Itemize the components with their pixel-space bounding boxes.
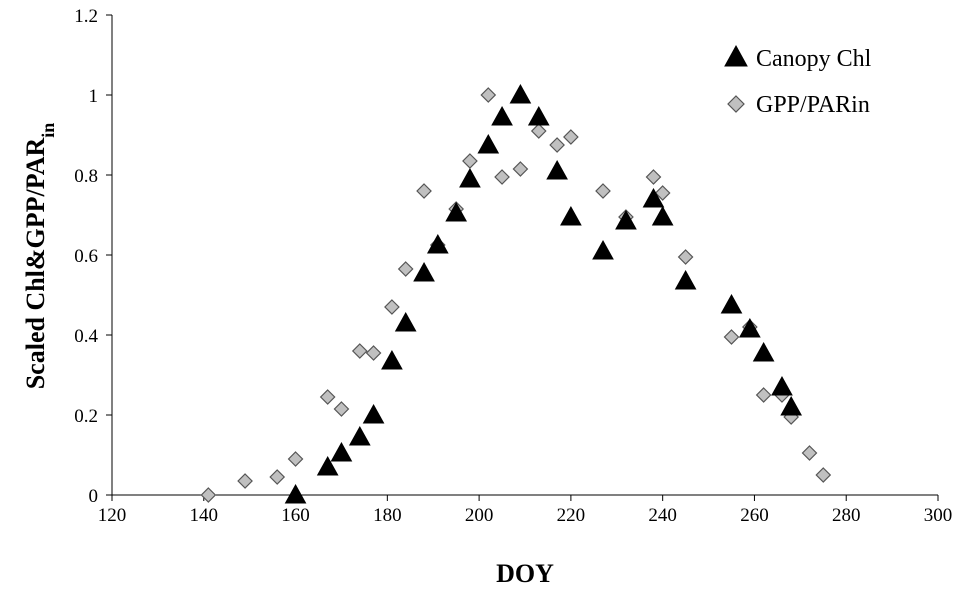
canopy-chl-point [546,159,568,180]
canopy-chl-point [642,187,665,208]
canopy-chl-point [445,201,468,222]
y-tick-label: 1 [89,86,99,107]
canopy-chl-point [381,349,403,370]
gpp-parin-point [801,445,818,461]
gpp-parin-point [815,467,832,483]
x-tick-label: 280 [832,505,861,526]
gpp-parin-point [645,169,662,185]
tick-labels: 120 140 160 180 200 220 240 260 280 300 0 0.2 0.4 0.6… [74,6,952,526]
y-tick-label: 0 [89,486,99,507]
gpp-parin-point [333,401,350,417]
x-tick-label: 240 [648,505,677,526]
canopy-chl-point [413,261,435,282]
gpp-parin-point [462,153,478,169]
canopy-chl-point [739,317,761,338]
canopy-chl-point [491,105,513,126]
gpp-parin-point [287,451,304,467]
x-tick-label: 160 [281,505,310,526]
y-axis-title: Scaled Chl&GPP/PARin [21,123,58,390]
gpp-parin-point [723,329,740,345]
legend-label-gpp-parin: GPP/PARin [756,92,870,118]
canopy-chl-point [674,269,697,290]
legend-label-canopy-chl: Canopy Chl [756,46,872,72]
legend-triangle-marker [724,44,748,67]
y-axis-title-main: Scaled Chl&GPP/PAR [21,138,50,390]
canopy-chl-point [752,341,775,362]
canopy-chl-point [780,395,803,416]
canopy-chl-point [330,441,353,462]
gpp-parin-point [512,161,529,177]
gpp-parin-point [549,137,565,153]
canopy-chl-point [459,167,481,188]
canopy-chl-point [651,205,674,226]
canopy-chl-point [284,483,307,504]
canopy-chl-point [527,105,550,126]
x-tick-label: 180 [373,505,402,526]
gpp-parin-point [563,129,579,145]
gpp-parin-point [397,261,414,277]
gpp-parin-point [494,169,510,185]
canopy-chl-point [394,311,417,332]
y-tick-label: 0.2 [74,406,98,427]
x-axis-title: DOY [496,559,554,588]
gpp-parin-point [530,123,547,139]
axes [106,14,939,501]
canopy-chl-point [720,293,743,314]
y-tick-label: 1.2 [74,6,98,27]
gpp-parin-point [480,87,497,103]
x-tick-label: 120 [98,505,127,526]
x-tick-label: 140 [190,505,219,526]
gpp-parin-point [755,387,772,403]
x-tick-label: 200 [465,505,494,526]
canopy-chl-point [560,205,582,226]
gpp-parin-point [237,473,253,489]
legend: Canopy Chl GPP/PARin [724,44,872,118]
gpp-parin-point [384,299,400,315]
y-tick-label: 0.6 [74,246,98,267]
gpp-parin-point [351,343,368,359]
gpp-parin-point [416,183,432,199]
gpp-parin-point [269,469,286,485]
gpp-parin-point [365,345,382,361]
canopy-chl-point [362,403,385,424]
y-tick-label: 0.8 [74,166,98,187]
canopy-chl-point [509,83,532,104]
y-tick-label: 0.4 [74,326,98,347]
gpp-parin-point [595,183,611,199]
x-tick-label: 260 [740,505,769,526]
gpp-parin-point [677,249,694,265]
x-tick-label: 300 [924,505,953,526]
canopy-chl-point [771,375,793,396]
data-marks [200,83,832,504]
y-axis-title-subscript: in [38,123,58,138]
canopy-chl-point [316,455,339,476]
canopy-chl-point [348,425,371,446]
canopy-chl-point [426,233,449,254]
canopy-chl-point [477,133,500,154]
canopy-chl-point [615,209,637,230]
canopy-chl-point [592,239,614,260]
legend-diamond-marker [727,95,745,113]
gpp-parin-point [319,389,336,405]
gpp-parin-point [654,185,671,201]
x-tick-label: 220 [557,505,586,526]
gpp-parin-point [200,487,217,503]
